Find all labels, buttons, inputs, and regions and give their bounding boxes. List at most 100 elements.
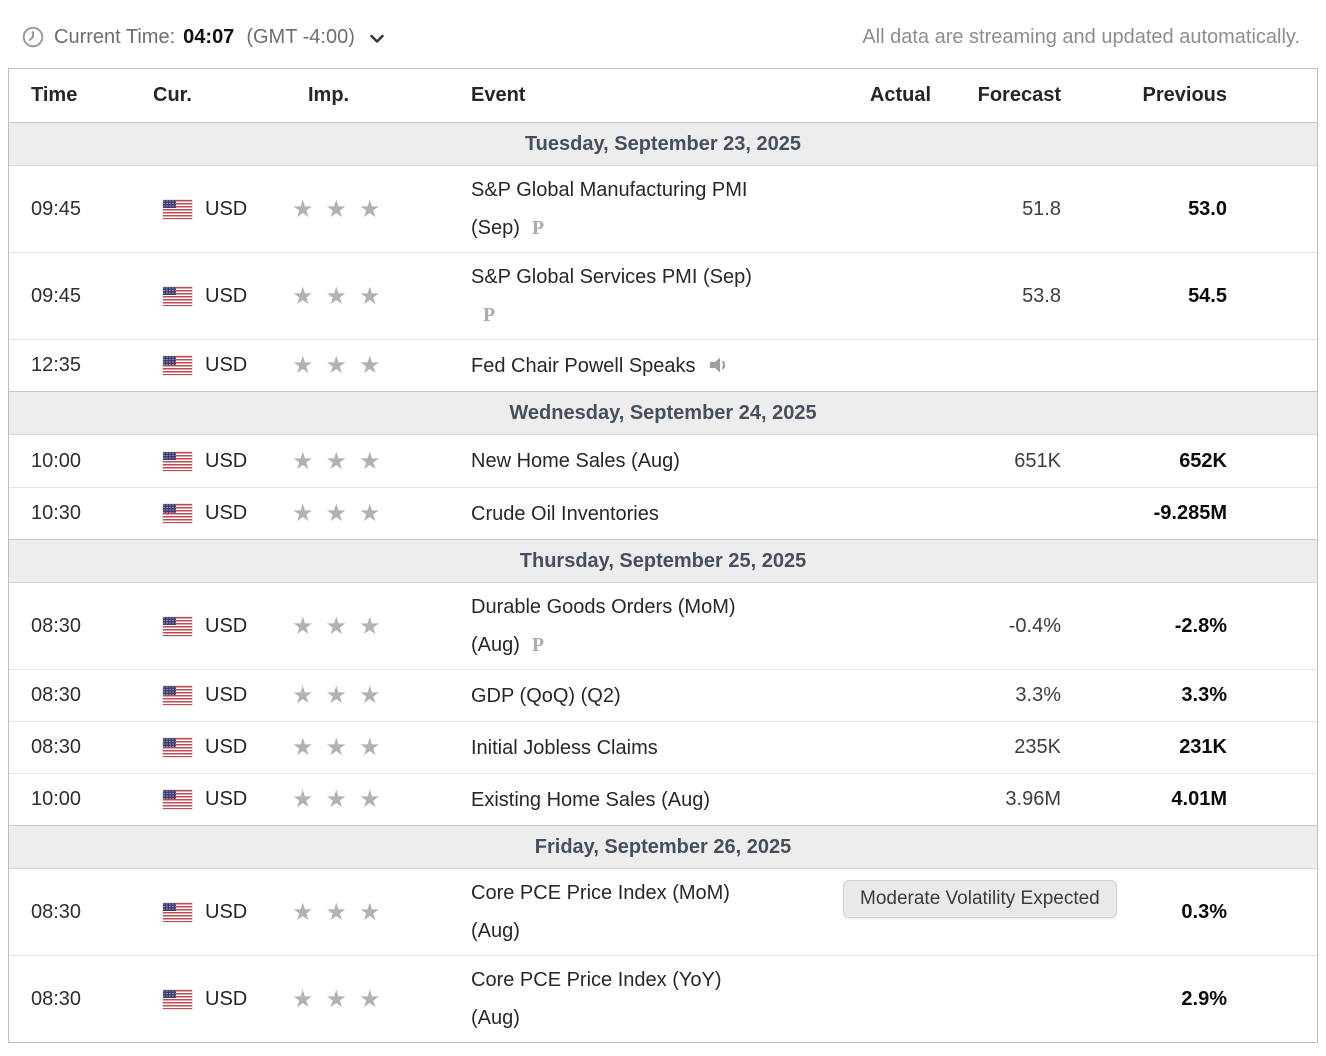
previous-value: 652K xyxy=(1179,449,1227,472)
top-bar: Current Time: 04:07 (GMT -4:00) All data… xyxy=(0,0,1326,68)
chevron-down-icon[interactable] xyxy=(369,34,385,44)
star-icon: ★ xyxy=(325,612,348,640)
timezone-value: (GMT -4:00) xyxy=(246,25,355,48)
event-time: 08:30 xyxy=(31,736,82,758)
forecast-value: 53.8 xyxy=(1022,284,1061,307)
importance-stars: ★ ★ ★ xyxy=(286,785,451,814)
event-name-line: (Aug) xyxy=(471,1007,520,1029)
star-icon: ★ xyxy=(292,612,314,640)
col-header-previous: Previous xyxy=(1142,84,1227,106)
event-name: Initial Jobless Claims xyxy=(451,724,836,772)
star-icon: ★ xyxy=(292,195,314,223)
importance-stars: ★ ★ ★ xyxy=(286,681,451,710)
event-row[interactable]: 08:30 USD ★ ★ ★ Durable Goods Orders (MoM) (Au… xyxy=(9,583,1317,669)
star-icon: ★ xyxy=(325,898,348,926)
star-icon: ★ xyxy=(292,282,314,310)
star-icon: ★ xyxy=(359,898,381,926)
event-time: 08:30 xyxy=(31,900,82,923)
event-time: 08:30 xyxy=(31,684,82,706)
star-icon: ★ xyxy=(292,500,314,527)
date-separator-row: Thursday, September 25, 2025 xyxy=(9,539,1317,583)
star-icon: ★ xyxy=(325,682,348,709)
event-time: 08:30 xyxy=(31,987,82,1010)
us-flag-icon xyxy=(163,356,192,375)
star-icon: ★ xyxy=(359,612,381,640)
event-currency: USD xyxy=(131,502,286,525)
star-icon: ★ xyxy=(359,500,381,527)
event-name: S&P Global Manufacturing PMI (Sep) P xyxy=(451,166,836,252)
event-currency: USD xyxy=(131,901,286,924)
star-icon: ★ xyxy=(292,786,314,813)
column-header-row: Time Cur. Imp. Event Actual Forecast Pre… xyxy=(9,69,1317,122)
event-name-line: Core PCE Price Index (YoY) xyxy=(471,969,722,991)
event-row[interactable]: 10:30 USD ★ ★ ★ Crude Oil Inventories -9.285M xyxy=(9,487,1317,539)
event-currency: USD xyxy=(131,684,286,707)
star-icon: ★ xyxy=(292,734,314,761)
event-time: 09:45 xyxy=(31,197,82,220)
importance-stars: ★ ★ ★ xyxy=(286,898,451,927)
event-name-line: S&P Global Services PMI (Sep) xyxy=(471,266,752,288)
streaming-note: All data are streaming and updated autom… xyxy=(862,25,1300,48)
currency-label: USD xyxy=(205,502,248,524)
star-icon: ★ xyxy=(325,786,348,813)
star-icon: ★ xyxy=(325,352,348,379)
event-row[interactable]: 09:45 USD ★ ★ ★ S&P Global Services PMI (Sep)… xyxy=(9,252,1317,339)
event-name: GDP (QoQ) (Q2) xyxy=(451,672,836,720)
event-row[interactable]: 12:35 USD ★ ★ ★ Fed Chair Powell Speaks xyxy=(9,339,1317,391)
event-name-line: GDP (QoQ) (Q2) xyxy=(471,684,621,707)
event-name-line: Existing Home Sales (Aug) xyxy=(471,788,710,811)
event-row[interactable]: 08:30 USD ★ ★ ★ Initial Jobless Claims 235K 231… xyxy=(9,721,1317,773)
star-icon: ★ xyxy=(359,985,381,1013)
star-icon: ★ xyxy=(292,985,314,1013)
star-icon: ★ xyxy=(325,500,348,527)
event-name-line: Initial Jobless Claims xyxy=(471,736,658,759)
star-icon: ★ xyxy=(325,734,348,761)
star-icon: ★ xyxy=(359,734,381,761)
us-flag-canton xyxy=(163,451,176,460)
event-row[interactable]: 08:30 USD ★ ★ ★ Core PCE Price Index (YoY) (Au… xyxy=(9,955,1317,1042)
us-flag-canton xyxy=(163,738,176,747)
previous-value: 54.5 xyxy=(1188,284,1227,307)
forecast-value: -0.4% xyxy=(1008,614,1061,637)
us-flag-icon xyxy=(163,738,192,757)
us-flag-icon xyxy=(163,616,192,636)
event-row[interactable]: 08:30 USD ★ ★ ★ GDP (QoQ) (Q2) 3.3% 3.3% xyxy=(9,669,1317,721)
event-name-line: P xyxy=(471,296,836,334)
star-icon: ★ xyxy=(359,682,381,709)
event-name-line: Durable Goods Orders (MoM) xyxy=(471,596,736,618)
star-icon: ★ xyxy=(325,985,348,1013)
col-header-event: Event xyxy=(471,84,526,106)
star-icon: ★ xyxy=(292,447,314,475)
currency-label: USD xyxy=(205,614,248,637)
us-flag-icon xyxy=(163,451,192,471)
event-time: 08:30 xyxy=(31,614,82,637)
date-label: Wednesday, September 24, 2025 xyxy=(509,401,817,424)
event-time: 10:00 xyxy=(31,449,82,472)
event-time: 10:00 xyxy=(31,788,82,810)
event-time: 10:30 xyxy=(31,502,82,524)
event-name-line: (Sep) P xyxy=(471,217,545,239)
table-body: Tuesday, September 23, 2025 09:45 USD ★ ★ ★ S&… xyxy=(9,122,1317,1042)
event-time: 12:35 xyxy=(31,354,82,376)
event-row[interactable]: 10:00 USD ★ ★ ★ Existing Home Sales (Aug) 3.96… xyxy=(9,773,1317,825)
importance-stars: ★ ★ ★ xyxy=(286,351,451,380)
date-label: Thursday, September 25, 2025 xyxy=(519,549,807,572)
event-row[interactable]: 10:00 USD ★ ★ ★ New Home Sales (Aug) 651K 652K xyxy=(9,435,1317,487)
event-currency: USD xyxy=(131,615,286,638)
event-name: New Home Sales (Aug) xyxy=(451,437,836,485)
event-row[interactable]: 09:45 USD ★ ★ ★ S&P Global Manufacturing PMI (… xyxy=(9,166,1317,252)
col-header-importance: Imp. xyxy=(308,84,350,106)
forecast-value: 51.8 xyxy=(1022,197,1061,220)
currency-label: USD xyxy=(205,736,248,758)
currency-label: USD xyxy=(205,684,248,706)
star-icon: ★ xyxy=(325,447,348,475)
event-row[interactable]: 08:30 USD ★ ★ ★ Core PCE Price Index (MoM) (Au… xyxy=(9,869,1317,955)
timezone-selector[interactable]: Current Time: 04:07 (GMT -4:00) xyxy=(22,26,385,49)
star-icon: ★ xyxy=(359,786,381,813)
previous-value: -9.285M xyxy=(1153,502,1227,524)
importance-stars: ★ ★ ★ xyxy=(286,733,451,762)
importance-stars: ★ ★ ★ xyxy=(286,447,451,476)
col-header-actual: Actual xyxy=(869,84,931,106)
current-time-value: 04:07 xyxy=(183,25,235,48)
event-name-line: (Aug) P xyxy=(471,634,545,656)
